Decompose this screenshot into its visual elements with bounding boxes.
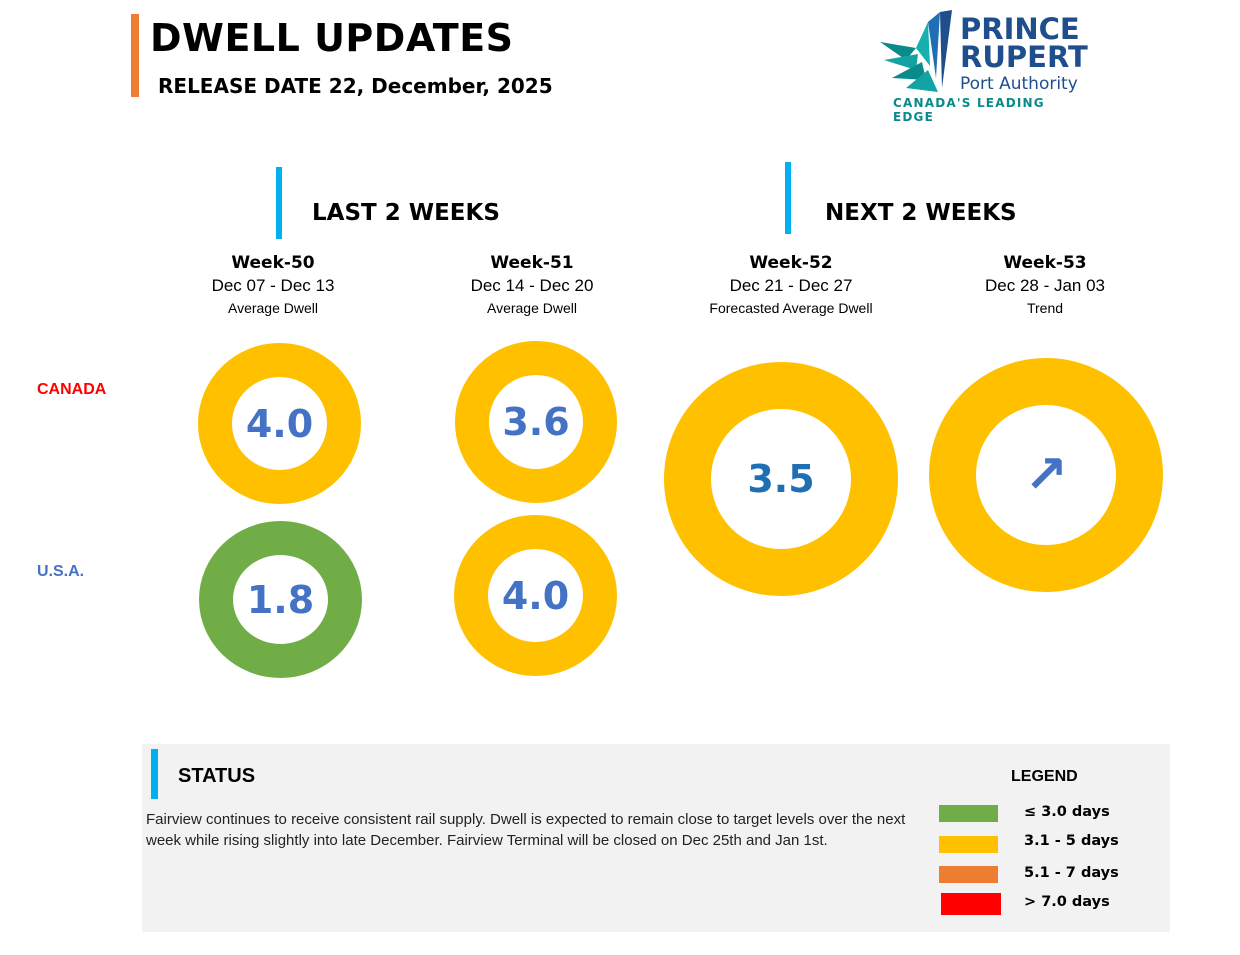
logo-line-prince: PRINCE — [960, 12, 1080, 46]
country-label-usa: U.S.A. — [37, 563, 85, 580]
week-52-forecast-dwell-ring: 3.5 — [664, 362, 898, 596]
logo-line-port-authority: Port Authority — [960, 74, 1078, 94]
status-accent-bar — [151, 749, 158, 799]
week-name: Week-52 — [749, 253, 833, 273]
legend-label: ≤ 3.0 days — [1024, 804, 1110, 820]
week-52-header: Week-52 Dec 21 - Dec 27 Forecasted Avera… — [681, 253, 901, 316]
week-subtitle: Forecasted Average Dwell — [709, 300, 873, 316]
legend-swatch-green — [939, 805, 998, 822]
title-accent-bar — [131, 14, 139, 97]
legend-swatch-red — [941, 893, 1001, 915]
canada-week-51-dwell-ring: 3.6 — [455, 341, 617, 503]
week-dates: Dec 28 - Jan 03 — [984, 276, 1105, 295]
canada-week-50-dwell-ring: 4.0 — [198, 343, 361, 504]
week-subtitle: Trend — [1026, 300, 1064, 316]
legend-swatch-orange — [939, 866, 998, 883]
week-subtitle: Average Dwell — [486, 300, 577, 316]
page-title: DWELL UPDATES — [150, 16, 514, 60]
week-50-header: Week-50 Dec 07 - Dec 13 Average Dwell — [163, 253, 383, 316]
usa-week-50-dwell-ring: 1.8 — [199, 521, 362, 678]
logo-tagline: CANADA'S LEADING EDGE — [893, 96, 1045, 124]
dwell-value: 1.8 — [246, 577, 315, 622]
usa-week-51-dwell-ring: 4.0 — [454, 515, 617, 676]
last-weeks-accent-bar — [276, 167, 282, 239]
legend-heading: LEGEND — [1011, 768, 1078, 785]
next-two-weeks-heading: NEXT 2 WEEKS — [825, 200, 1017, 226]
dwell-value: 4.0 — [501, 573, 570, 618]
release-date: RELEASE DATE 22, December, 2025 — [158, 74, 553, 98]
status-heading: STATUS — [178, 765, 256, 787]
week-subtitle: Average Dwell — [227, 300, 318, 316]
dwell-value: 3.6 — [502, 400, 570, 444]
next-weeks-accent-bar — [785, 162, 791, 234]
week-name: Week-51 — [490, 253, 574, 273]
week-dates: Dec 14 - Dec 20 — [470, 276, 594, 295]
logo-line-rupert: RUPERT — [960, 40, 1088, 74]
legend-label: 5.1 - 7 days — [1024, 865, 1119, 881]
port-logo: PRINCE RUPERT Port Authority CANADA'S LE… — [876, 8, 1088, 124]
last-two-weeks-heading: LAST 2 WEEKS — [312, 200, 500, 226]
status-description: Fairview continues to receive consistent… — [146, 811, 906, 849]
dwell-value: 4.0 — [245, 401, 314, 446]
legend-swatch-yellow — [939, 836, 998, 853]
week-name: Week-50 — [231, 253, 315, 273]
logo-wing-icon — [880, 10, 952, 92]
week-name: Week-53 — [1003, 253, 1087, 273]
forecast-value: 3.5 — [747, 457, 815, 501]
legend-label: > 7.0 days — [1024, 894, 1110, 910]
country-label-canada: CANADA — [37, 381, 107, 398]
week-53-trend-ring: ↗ — [929, 358, 1163, 592]
week-51-header: Week-51 Dec 14 - Dec 20 Average Dwell — [422, 253, 642, 316]
week-dates: Dec 21 - Dec 27 — [729, 276, 853, 295]
week-dates: Dec 07 - Dec 13 — [211, 276, 335, 295]
trend-up-arrow-icon: ↗ — [1024, 445, 1068, 505]
legend-label: 3.1 - 5 days — [1024, 833, 1119, 849]
week-53-header: Week-53 Dec 28 - Jan 03 Trend — [935, 253, 1155, 316]
